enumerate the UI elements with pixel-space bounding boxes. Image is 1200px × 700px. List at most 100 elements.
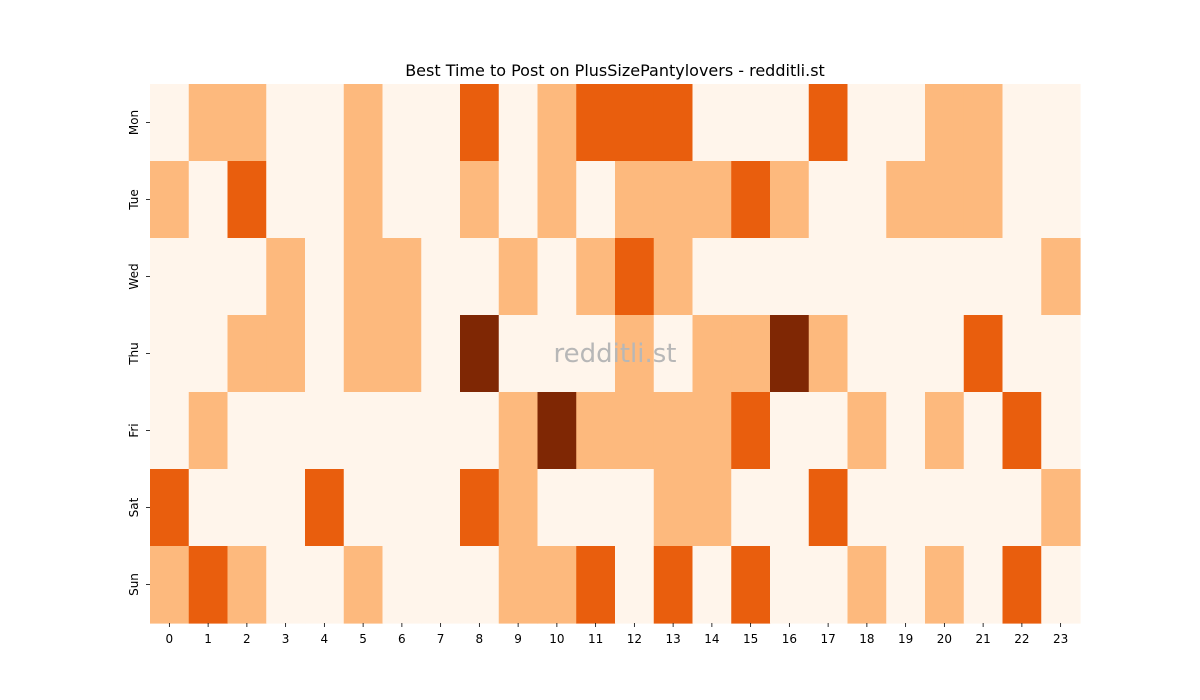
- heatmap-cell-sat-15: [731, 469, 771, 547]
- heatmap-cell-thu-13: [653, 315, 694, 393]
- heatmap-cell-thu-5: [343, 315, 384, 393]
- heatmap-cell-mon-0: [150, 84, 190, 162]
- heatmap-cell-tue-9: [498, 161, 539, 239]
- heatmap-cell-thu-20: [925, 315, 965, 393]
- y-axis: Mon Tue Wed Thu Fri Sat Sun: [127, 110, 150, 596]
- heatmap-cell-sun-16: [770, 546, 810, 624]
- heatmap-cell-sun-17: [808, 546, 849, 624]
- heatmap-cell-mon-12: [615, 84, 655, 162]
- heatmap-cell-thu-3: [266, 315, 306, 393]
- heatmap-cell-sun-5: [343, 546, 384, 624]
- heatmap-cell-sat-19: [886, 469, 926, 547]
- heatmap-cell-wed-15: [731, 238, 771, 316]
- heatmap-cell-sun-7: [421, 546, 461, 624]
- heatmap-cell-tue-18: [847, 161, 887, 239]
- heatmap-cell-sat-5: [343, 469, 384, 547]
- heatmap-cell-sun-20: [925, 546, 965, 624]
- heatmap-cell-tue-16: [770, 161, 810, 239]
- heatmap-cell-wed-16: [770, 238, 810, 316]
- heatmap-cell-fri-20: [925, 392, 965, 470]
- heatmap-cell-fri-4: [305, 392, 345, 470]
- heatmap-cell-thu-4: [305, 315, 345, 393]
- heatmap-cell-sat-12: [615, 469, 655, 547]
- heatmap-cell-sat-13: [653, 469, 694, 547]
- chart-title: Best Time to Post on PlusSizePantylovers…: [405, 61, 825, 80]
- heatmap-cell-tue-5: [343, 161, 384, 239]
- heatmap-cell-sun-14: [692, 546, 732, 624]
- heatmap-cell-tue-6: [382, 161, 422, 239]
- heatmap-cell-sat-18: [847, 469, 887, 547]
- heatmap-cell-sat-10: [537, 469, 577, 547]
- heatmap-cell-mon-8: [460, 84, 500, 162]
- heatmap-cell-wed-4: [305, 238, 345, 316]
- heatmap-cell-fri-5: [343, 392, 384, 470]
- heatmap-cell-mon-4: [305, 84, 345, 162]
- heatmap-cell-sun-22: [1002, 546, 1042, 624]
- x-axis: 0 1 2 3 4 5 6 7 8 9 10 11 12 13 14 15 16 17 18 19 20 21 22 23: [166, 623, 1068, 646]
- x-tick-label: 8: [476, 632, 484, 646]
- heatmap-cell-sun-4: [305, 546, 345, 624]
- heatmap-cell-sat-4: [305, 469, 345, 547]
- heatmap-cell-thu-10: [537, 315, 577, 393]
- heatmap-cells: [150, 84, 1081, 624]
- heatmap-cell-tue-23: [1041, 161, 1081, 239]
- heatmap-cell-tue-8: [460, 161, 500, 239]
- heatmap-cell-wed-2: [227, 238, 267, 316]
- heatmap-cell-wed-8: [460, 238, 500, 316]
- heatmap-cell-fri-19: [886, 392, 926, 470]
- heatmap-cell-thu-17: [808, 315, 849, 393]
- heatmap-cell-wed-3: [266, 238, 306, 316]
- heatmap-cell-sun-8: [460, 546, 500, 624]
- heatmap-cell-sat-22: [1002, 469, 1042, 547]
- heatmap-cell-fri-16: [770, 392, 810, 470]
- heatmap-cell-thu-21: [963, 315, 1004, 393]
- y-tick-label: Wed: [127, 263, 141, 289]
- heatmap-cell-fri-22: [1002, 392, 1042, 470]
- x-tick-label: 5: [359, 632, 367, 646]
- x-tick-label: 13: [665, 632, 680, 646]
- x-tick-label: 4: [321, 632, 329, 646]
- y-tick-label: Thu: [127, 342, 141, 366]
- y-tick-label: Sat: [127, 497, 141, 517]
- heatmap-cell-sun-9: [498, 546, 539, 624]
- heatmap-cell-sat-1: [188, 469, 229, 547]
- x-tick-label: 12: [627, 632, 642, 646]
- heatmap-cell-thu-19: [886, 315, 926, 393]
- heatmap-cell-mon-5: [343, 84, 384, 162]
- x-tick-label: 18: [859, 632, 874, 646]
- x-tick-label: 23: [1053, 632, 1068, 646]
- heatmap-cell-tue-2: [227, 161, 267, 239]
- heatmap-cell-sun-3: [266, 546, 306, 624]
- heatmap-cell-wed-7: [421, 238, 461, 316]
- heatmap-cell-sat-23: [1041, 469, 1081, 547]
- heatmap-cell-fri-15: [731, 392, 771, 470]
- heatmap-cell-tue-15: [731, 161, 771, 239]
- heatmap-cell-mon-15: [731, 84, 771, 162]
- y-tick-label: Fri: [127, 423, 141, 437]
- heatmap-cell-wed-17: [808, 238, 849, 316]
- heatmap-cell-sat-8: [460, 469, 500, 547]
- heatmap-cell-sat-17: [808, 469, 849, 547]
- heatmap-cell-fri-13: [653, 392, 694, 470]
- y-tick-label: Tue: [127, 189, 141, 211]
- heatmap-cell-thu-7: [421, 315, 461, 393]
- heatmap-cell-mon-1: [188, 84, 229, 162]
- heatmap-cell-tue-13: [653, 161, 694, 239]
- heatmap-cell-wed-1: [188, 238, 229, 316]
- heatmap-cell-tue-4: [305, 161, 345, 239]
- heatmap-cell-tue-0: [150, 161, 190, 239]
- heatmap-cell-sun-6: [382, 546, 422, 624]
- heatmap-cell-mon-23: [1041, 84, 1081, 162]
- heatmap-cell-sun-23: [1041, 546, 1081, 624]
- heatmap-cell-thu-2: [227, 315, 267, 393]
- heatmap-cell-thu-22: [1002, 315, 1042, 393]
- heatmap-cell-tue-19: [886, 161, 926, 239]
- heatmap-cell-wed-23: [1041, 238, 1081, 316]
- heatmap-cell-mon-17: [808, 84, 849, 162]
- x-tick-label: 7: [437, 632, 445, 646]
- heatmap-cell-wed-9: [498, 238, 539, 316]
- heatmap-cell-sun-10: [537, 546, 577, 624]
- x-tick-label: 20: [937, 632, 952, 646]
- heatmap-cell-wed-12: [615, 238, 655, 316]
- x-tick-label: 15: [743, 632, 758, 646]
